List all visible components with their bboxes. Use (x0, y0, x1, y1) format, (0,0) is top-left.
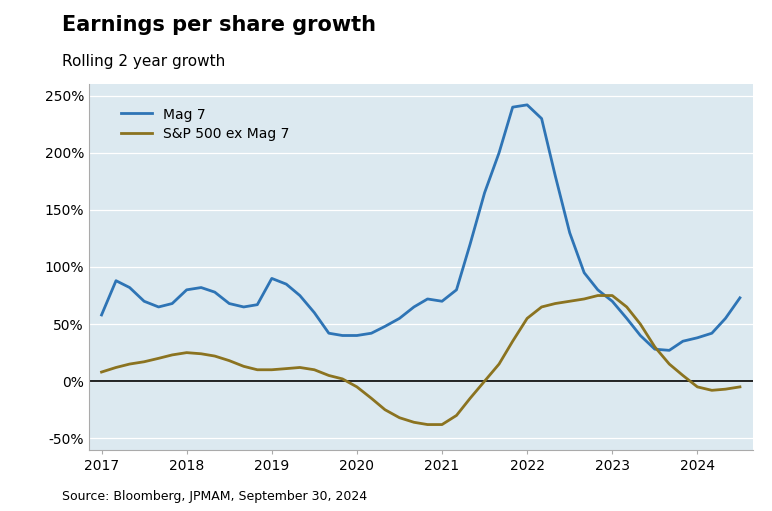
Mag 7 (466, 241, 475, 247)
S&P 500 ex Mag 7 (310, 367, 319, 373)
Mag 7 (352, 333, 361, 339)
Mag 7 (381, 323, 390, 330)
S&P 500 ex Mag 7 (523, 315, 532, 321)
S&P 500 ex Mag 7 (593, 292, 602, 298)
S&P 500 ex Mag 7 (182, 350, 191, 356)
S&P 500 ex Mag 7 (452, 412, 461, 419)
Text: Rolling 2 year growth: Rolling 2 year growth (62, 54, 225, 68)
S&P 500 ex Mag 7 (140, 359, 149, 365)
S&P 500 ex Mag 7 (197, 351, 206, 357)
Mag 7 (310, 310, 319, 316)
Mag 7 (523, 102, 532, 108)
S&P 500 ex Mag 7 (282, 365, 291, 371)
Mag 7 (565, 229, 574, 236)
Mag 7 (338, 333, 347, 339)
S&P 500 ex Mag 7 (338, 376, 347, 382)
Mag 7 (508, 104, 517, 110)
Mag 7 (210, 289, 219, 295)
Mag 7 (494, 150, 503, 156)
Mag 7 (707, 330, 716, 336)
Mag 7 (154, 304, 163, 310)
Mag 7 (721, 315, 730, 321)
Mag 7 (197, 285, 206, 291)
S&P 500 ex Mag 7 (580, 296, 589, 302)
Mag 7 (635, 333, 645, 339)
Text: Source: Bloomberg, JPMAM, September 30, 2024: Source: Bloomberg, JPMAM, September 30, … (62, 491, 367, 503)
S&P 500 ex Mag 7 (168, 352, 177, 358)
Line: Mag 7: Mag 7 (102, 105, 740, 351)
S&P 500 ex Mag 7 (608, 292, 617, 298)
S&P 500 ex Mag 7 (466, 395, 475, 401)
Mag 7 (140, 298, 149, 305)
Mag 7 (550, 173, 560, 179)
S&P 500 ex Mag 7 (324, 373, 334, 379)
Mag 7 (168, 300, 177, 307)
S&P 500 ex Mag 7 (622, 304, 631, 310)
Text: Earnings per share growth: Earnings per share growth (62, 15, 376, 35)
S&P 500 ex Mag 7 (438, 422, 447, 428)
S&P 500 ex Mag 7 (225, 358, 234, 364)
Mag 7 (537, 115, 547, 122)
S&P 500 ex Mag 7 (537, 304, 547, 310)
Mag 7 (97, 312, 107, 318)
S&P 500 ex Mag 7 (692, 384, 702, 390)
Mag 7 (394, 315, 404, 321)
Mag 7 (452, 287, 461, 293)
S&P 500 ex Mag 7 (635, 321, 645, 327)
Mag 7 (692, 335, 702, 341)
Mag 7 (622, 315, 631, 321)
S&P 500 ex Mag 7 (565, 298, 574, 305)
S&P 500 ex Mag 7 (665, 361, 674, 367)
S&P 500 ex Mag 7 (480, 378, 489, 384)
Mag 7 (580, 270, 589, 276)
Mag 7 (239, 304, 249, 310)
S&P 500 ex Mag 7 (721, 386, 730, 392)
S&P 500 ex Mag 7 (494, 361, 503, 367)
S&P 500 ex Mag 7 (735, 384, 744, 390)
Mag 7 (267, 275, 276, 282)
S&P 500 ex Mag 7 (352, 384, 361, 390)
S&P 500 ex Mag 7 (252, 367, 262, 373)
S&P 500 ex Mag 7 (394, 414, 404, 421)
Mag 7 (367, 330, 376, 336)
Legend: Mag 7, S&P 500 ex Mag 7: Mag 7, S&P 500 ex Mag 7 (116, 102, 295, 147)
Mag 7 (650, 346, 659, 352)
Mag 7 (608, 298, 617, 305)
S&P 500 ex Mag 7 (650, 344, 659, 350)
S&P 500 ex Mag 7 (111, 364, 120, 370)
Mag 7 (324, 330, 334, 336)
S&P 500 ex Mag 7 (154, 355, 163, 361)
Mag 7 (480, 190, 489, 196)
Mag 7 (679, 338, 688, 344)
S&P 500 ex Mag 7 (423, 422, 432, 428)
S&P 500 ex Mag 7 (125, 361, 134, 367)
S&P 500 ex Mag 7 (367, 395, 376, 401)
Mag 7 (735, 295, 744, 301)
Mag 7 (111, 277, 120, 284)
Mag 7 (423, 296, 432, 302)
Mag 7 (125, 285, 134, 291)
S&P 500 ex Mag 7 (508, 338, 517, 344)
S&P 500 ex Mag 7 (679, 373, 688, 379)
S&P 500 ex Mag 7 (381, 407, 390, 413)
S&P 500 ex Mag 7 (267, 367, 276, 373)
S&P 500 ex Mag 7 (707, 387, 716, 393)
S&P 500 ex Mag 7 (210, 353, 219, 359)
S&P 500 ex Mag 7 (239, 363, 249, 369)
Mag 7 (409, 304, 418, 310)
S&P 500 ex Mag 7 (550, 300, 560, 307)
Mag 7 (593, 287, 602, 293)
Mag 7 (438, 298, 447, 305)
Mag 7 (252, 301, 262, 308)
Line: S&P 500 ex Mag 7: S&P 500 ex Mag 7 (102, 295, 740, 425)
Mag 7 (182, 287, 191, 293)
S&P 500 ex Mag 7 (97, 369, 107, 375)
Mag 7 (225, 300, 234, 307)
Mag 7 (295, 292, 304, 298)
Mag 7 (282, 281, 291, 287)
S&P 500 ex Mag 7 (409, 419, 418, 425)
Mag 7 (665, 347, 674, 354)
S&P 500 ex Mag 7 (295, 364, 304, 370)
